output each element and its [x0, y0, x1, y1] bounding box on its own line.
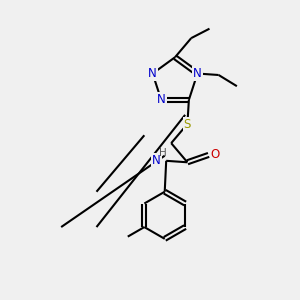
Text: O: O: [211, 148, 220, 161]
Text: S: S: [184, 118, 191, 130]
Text: N: N: [148, 67, 157, 80]
Text: H: H: [159, 148, 167, 158]
Text: N: N: [193, 67, 202, 80]
Text: N: N: [152, 154, 161, 167]
Text: N: N: [157, 93, 166, 106]
